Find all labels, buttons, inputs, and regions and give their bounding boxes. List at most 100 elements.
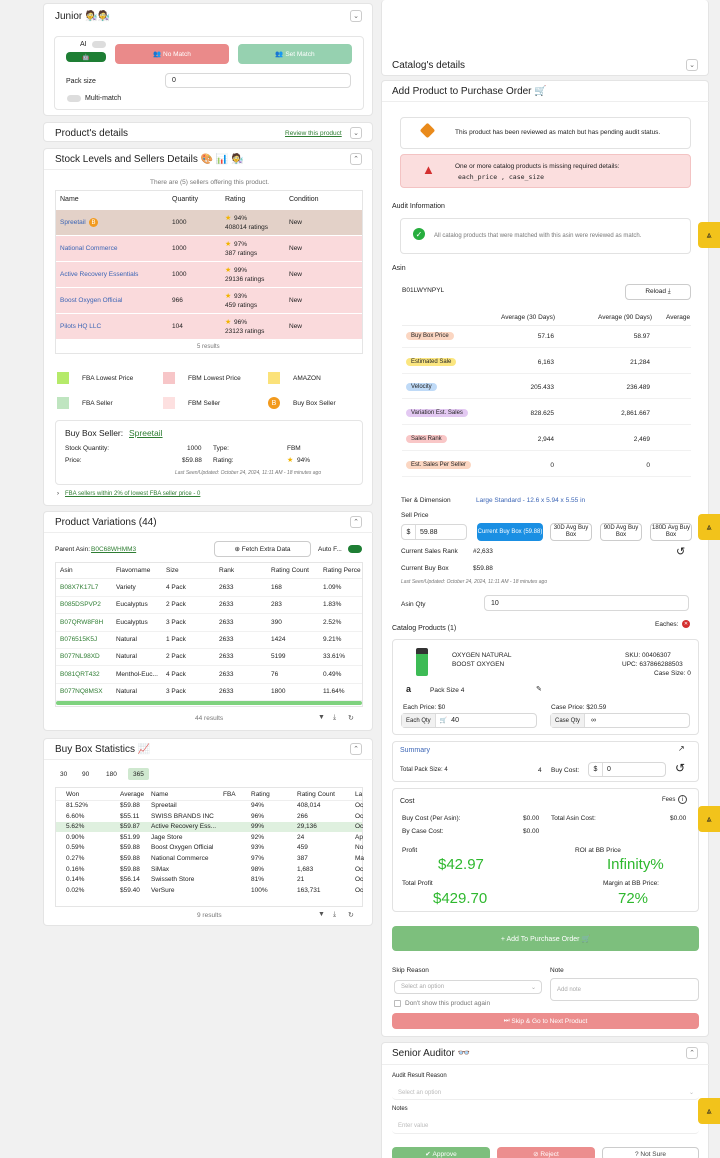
seller-row[interactable] [56,288,362,313]
period-tab-365[interactable]: 365 [128,768,149,780]
seller-name-link[interactable]: Boost Oxygen Official [60,297,123,304]
highlight-row [56,822,362,833]
parent-asin-link[interactable]: B0C68WHMM3 [91,546,137,553]
sell-price-input[interactable]: $ 59.88 [401,524,467,540]
buybox-stats-cell: No [355,844,364,852]
external-link-icon[interactable]: ↗ [678,744,685,753]
notes-input[interactable]: Enter value [392,1118,699,1134]
period-tab-180[interactable]: 180 [106,770,117,778]
skip-reason-select[interactable]: Select an option ⌄ [394,980,542,994]
side-tab-icon[interactable]: ⩓ [698,806,720,832]
reload-button[interactable]: Reload ⤓ [625,284,691,300]
note-input[interactable]: Add note [550,978,699,1001]
junior-card: Junior 🧑‍🔬🧑‍🔬 ⌄ AI 🤖 👥 No Match 👥 Set Ma… [43,3,373,116]
fetch-extra-data-button[interactable]: ⊕ Fetch Extra Data [214,541,311,557]
reject-button[interactable]: ⊘ Reject [497,1147,595,1158]
buy-cost-input[interactable]: $ 0 [588,762,666,777]
chevron-down-icon[interactable]: ⌄ [350,127,362,139]
info-icon[interactable]: i [678,795,687,804]
avg180-button[interactable]: 180D Avg Buy Box [650,523,692,541]
variation-asin-link[interactable]: B085DSPVP2 [60,601,101,609]
skip-button[interactable]: ⏭ Skip & Go to Next Product [392,1013,699,1029]
avg90-button[interactable]: 90D Avg Buy Box [600,523,642,541]
margin-value: 72% [618,890,649,907]
seller-row[interactable] [56,236,362,261]
audit-reason-select[interactable]: Select an option ⌄ [392,1086,699,1100]
side-tab-icon[interactable]: ⩓ [698,1098,720,1124]
review-product-link[interactable]: Review this product [285,130,342,137]
multi-match-toggle[interactable] [67,95,81,102]
type-label: Type: [213,445,229,452]
variation-cell: 2633 [219,687,234,695]
variations-scrollbar[interactable] [56,701,362,705]
chevron-up-icon[interactable]: ⌃ [686,1047,698,1059]
star-icon: ★ [287,457,294,464]
seller-row[interactable] [56,314,362,339]
set-match-button[interactable]: 👥 Set Match [238,44,352,64]
seller-name-link[interactable]: Pilots HQ LLC [60,323,102,330]
pack-size-input[interactable]: 0 [165,73,351,88]
seller-name-link[interactable]: National Commerce [60,245,118,252]
not-sure-button[interactable]: ? Not Sure [602,1147,699,1158]
period-tab-90[interactable]: 90 [82,770,90,778]
variation-cell: 4 Pack [166,670,186,678]
variation-cell: 1800 [271,687,286,695]
filter-icon[interactable]: ▼ [318,714,325,721]
seller-name-link[interactable]: Spreetail [60,219,86,226]
auto-fetch-toggle[interactable] [348,545,362,553]
buybox-stats-cell: 0.14% [66,876,85,884]
period-tab-30[interactable]: 30 [60,770,68,778]
refresh-icon[interactable]: ↻ [348,912,354,919]
eaches-x-icon[interactable]: ✕ [682,620,690,628]
buybox-seller-link[interactable]: Spreetail [129,428,163,438]
no-match-button[interactable]: 👥 No Match [115,44,229,64]
buybox-stats-cell: 0.02% [66,886,85,894]
chevron-up-icon[interactable]: ⌃ [350,153,362,165]
fba-sellers-link[interactable]: FBA sellers within 2% of lowest FBA sell… [65,491,201,497]
asin-qty-input[interactable]: 10 [484,595,689,611]
download-icon[interactable]: ⤓ [333,714,337,721]
star-icon: ★ [225,215,232,222]
divider [402,372,691,374]
variation-asin-link[interactable]: B076515K5J [60,635,98,643]
buybox-stats-cell: Oc [355,823,364,831]
filter-icon[interactable]: ▼ [318,911,325,918]
edit-icon[interactable]: ✎ [536,686,542,693]
roi-value: Infinity% [607,856,664,873]
seller-row[interactable] [56,262,362,287]
approve-button[interactable]: ✔ Approve [392,1147,490,1158]
undo-icon[interactable]: ↺ [675,761,686,775]
chevron-down-icon[interactable]: ⌄ [350,10,362,22]
side-tab-icon[interactable]: ⩓ [698,222,720,248]
approve-icon: ✔ [425,1151,433,1158]
side-tab-icon[interactable]: ⩓ [698,514,720,540]
add-to-po-button[interactable]: + Add To Purchase Order 🛒 [392,926,699,951]
seller-row[interactable] [56,210,362,235]
variation-cell: 283 [271,601,282,609]
chevron-up-icon[interactable]: ⌃ [350,516,362,528]
legend-label: FBM Seller [188,400,221,407]
ai-toggle[interactable] [92,41,106,48]
undo-icon[interactable]: ↺ [676,546,686,558]
chevron-down-icon[interactable]: ⌄ [686,59,698,71]
dont-show-checkbox[interactable] [394,1000,401,1007]
variation-asin-link[interactable]: B07QRW8F8H [60,618,104,626]
variation-cell: Natural [116,687,137,695]
variation-asin-link[interactable]: B081QRT432 [60,670,100,678]
avg30-button[interactable]: 30D Avg Buy Box [550,523,592,541]
amazon-icon[interactable]: a [406,684,412,694]
product-sku: SKU: 00406307 [625,652,671,659]
download-icon[interactable]: ⤓ [333,911,337,918]
chevron-up-icon[interactable]: ⌃ [350,743,362,755]
refresh-icon[interactable]: ↻ [348,715,354,722]
variation-asin-link[interactable]: B08X7K17L7 [60,584,99,591]
ai-robot-button[interactable]: 🤖 [66,52,106,62]
case-qty-input[interactable]: Case Qty ∞ [550,713,690,728]
legend-swatch [163,372,175,384]
seller-name-link[interactable]: Active Recovery Essentials [60,271,139,278]
variation-asin-link[interactable]: B077NL98XD [60,653,100,661]
each-qty-input[interactable]: Each Qty 🛒 40 [401,713,537,728]
current-buybox-button[interactable]: Current Buy Box (59.88) [477,523,543,541]
buybox-stats-cell: 97% [251,855,265,862]
variation-asin-link[interactable]: B077NQ8MSX [60,687,103,695]
